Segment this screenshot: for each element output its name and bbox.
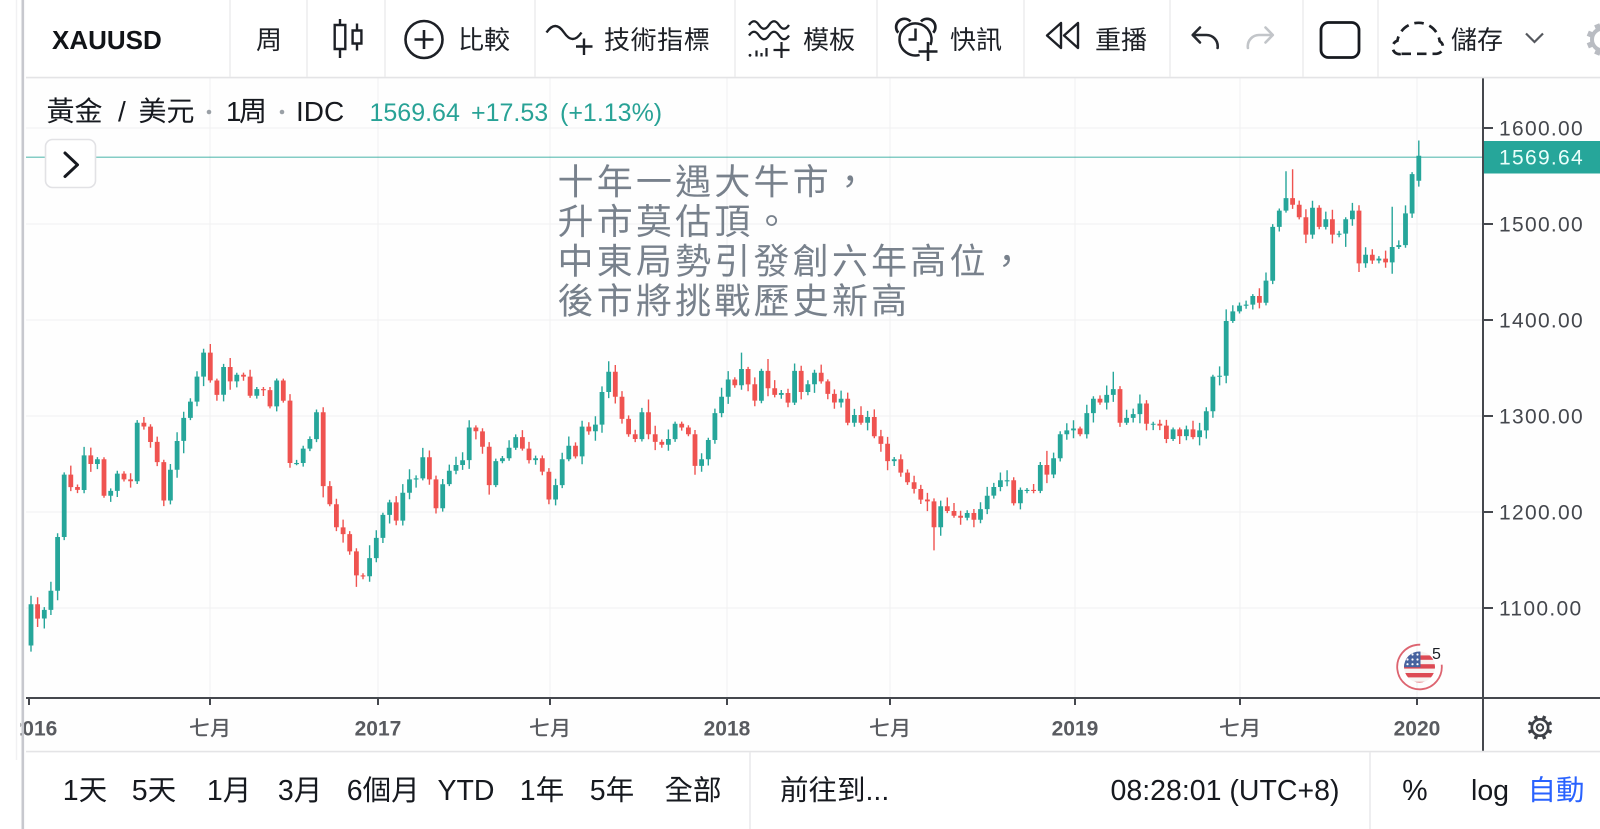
svg-text:1400.00: 1400.00 [1499, 309, 1584, 332]
svg-text:08:28:01: 08:28:01 [1111, 775, 1222, 807]
svg-text:5: 5 [132, 775, 148, 807]
svg-text:/: / [118, 96, 126, 127]
svg-text:log: log [1471, 775, 1509, 807]
svg-text:5: 5 [1432, 646, 1441, 663]
svg-text:+17.53: +17.53 [471, 99, 548, 127]
svg-text:1300.00: 1300.00 [1499, 405, 1584, 428]
svg-text:3月: 3月 [278, 775, 322, 807]
svg-text:2017: 2017 [355, 718, 402, 741]
svg-text:%: % [1402, 775, 1427, 807]
svg-text:1569.64: 1569.64 [1499, 147, 1584, 170]
svg-text:1569.64: 1569.64 [370, 99, 460, 127]
svg-text:1月: 1月 [207, 775, 251, 807]
svg-text:1500.00: 1500.00 [1499, 213, 1584, 236]
svg-text:IDC: IDC [296, 96, 344, 127]
svg-text:月: 月 [391, 775, 420, 807]
svg-text:6: 6 [347, 775, 363, 807]
svg-text:2019: 2019 [1052, 718, 1099, 741]
svg-text:(+1.13%): (+1.13%) [560, 99, 662, 127]
svg-text:XAUUSD: XAUUSD [52, 25, 162, 55]
svg-text:YTD: YTD [438, 775, 495, 807]
svg-text:...: ... [866, 775, 890, 807]
svg-text:2020: 2020 [1394, 718, 1441, 741]
svg-text:1: 1 [226, 96, 242, 127]
svg-text:1: 1 [63, 775, 79, 807]
svg-text:5: 5 [590, 775, 606, 807]
svg-text:1200.00: 1200.00 [1499, 501, 1584, 524]
svg-text:1100.00: 1100.00 [1499, 597, 1582, 620]
svg-text:(UTC+8): (UTC+8) [1229, 775, 1339, 807]
svg-text:1600.00: 1600.00 [1499, 117, 1584, 140]
svg-text:2018: 2018 [704, 718, 751, 741]
svg-text:1: 1 [520, 775, 536, 807]
